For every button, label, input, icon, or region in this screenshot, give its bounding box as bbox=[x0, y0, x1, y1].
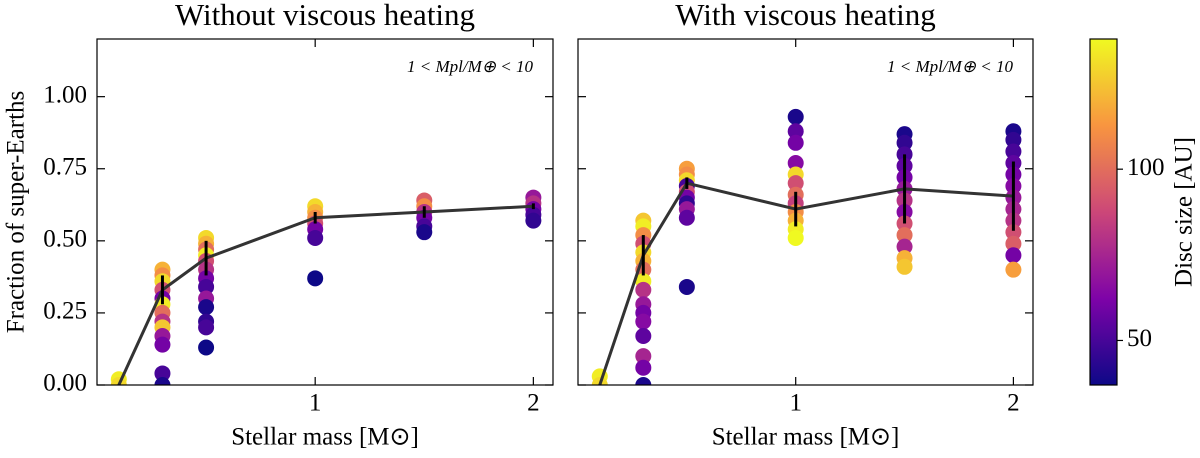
y-tick-label: 0.25 bbox=[43, 298, 87, 325]
scatter-point bbox=[787, 154, 804, 171]
scatter-point bbox=[1005, 261, 1022, 278]
scatter-point bbox=[1005, 247, 1022, 264]
y-tick-label: 0.00 bbox=[43, 370, 87, 397]
colorbar-label: Disc size [AU] bbox=[1171, 137, 1198, 287]
scatter-point bbox=[678, 278, 695, 295]
mean-line bbox=[598, 181, 1014, 385]
colorbar-tick-label: 100 bbox=[1127, 154, 1165, 181]
scatter-point bbox=[198, 339, 215, 356]
scatter-point bbox=[198, 278, 215, 295]
scatter-point bbox=[154, 377, 171, 385]
scatter-point bbox=[307, 270, 324, 287]
scatter-point bbox=[787, 123, 804, 140]
scatter-point bbox=[1005, 143, 1022, 160]
scatter-point bbox=[525, 212, 542, 229]
plot-area bbox=[591, 108, 1022, 385]
scatter-point bbox=[635, 327, 652, 344]
scatter-point bbox=[787, 108, 804, 125]
scatter-point bbox=[635, 377, 652, 385]
x-tick-label: 2 bbox=[527, 390, 540, 417]
scatter-point bbox=[678, 209, 695, 226]
y-tick-label: 0.75 bbox=[43, 153, 87, 180]
axes-frame bbox=[577, 38, 1034, 386]
scatter-point bbox=[307, 229, 324, 246]
scatter-point bbox=[635, 348, 652, 365]
colorbar bbox=[1089, 38, 1118, 386]
colorbar-tick-label: 50 bbox=[1127, 325, 1152, 352]
scatter-point bbox=[896, 258, 913, 275]
scatter-point bbox=[635, 313, 652, 330]
scatter-point bbox=[787, 229, 804, 246]
scatter-point bbox=[787, 175, 804, 192]
plot-area bbox=[110, 189, 542, 385]
panel-title: With viscous heating bbox=[675, 0, 936, 32]
annotation: 1 < Mpl/M⊕ < 10 bbox=[407, 57, 533, 76]
x-axis-label: Stellar mass [M⊙] bbox=[712, 424, 900, 451]
scatter-point bbox=[198, 299, 215, 316]
x-tick-label: 2 bbox=[1007, 390, 1020, 417]
y-tick-label: 0.50 bbox=[43, 226, 87, 253]
annotation: 1 < Mpl/M⊕ < 10 bbox=[887, 57, 1013, 76]
mean-line bbox=[117, 204, 534, 385]
panel-title: Without viscous heating bbox=[175, 0, 475, 32]
scatter-point bbox=[635, 359, 652, 376]
scatter-point bbox=[635, 281, 652, 298]
x-tick-label: 1 bbox=[789, 390, 802, 417]
x-tick-label: 1 bbox=[309, 390, 322, 417]
scatter-point bbox=[198, 319, 215, 336]
scatter-point bbox=[1005, 235, 1022, 252]
scatter-point bbox=[896, 134, 913, 151]
axes-frame bbox=[96, 38, 554, 386]
scatter-point bbox=[154, 365, 171, 382]
scatter-point bbox=[787, 134, 804, 151]
scatter-point bbox=[1005, 131, 1022, 148]
y-tick-label: 1.00 bbox=[43, 81, 87, 108]
scatter-point bbox=[416, 224, 433, 241]
y-axis-label: Fraction of super-Earths bbox=[3, 91, 30, 333]
scatter-point bbox=[896, 227, 913, 244]
scatter-point bbox=[154, 336, 171, 353]
scatter-point bbox=[896, 238, 913, 255]
scatter-point bbox=[1005, 224, 1022, 241]
x-axis-label: Stellar mass [M⊙] bbox=[231, 424, 419, 451]
